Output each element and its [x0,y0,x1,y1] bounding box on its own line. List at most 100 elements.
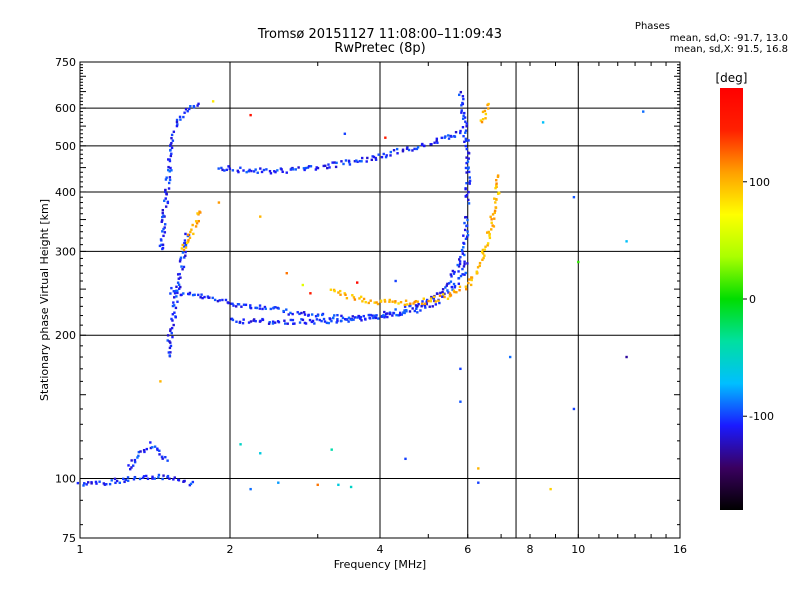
scatter-point [211,100,215,103]
trace-point-O [438,301,441,305]
trace-point-X [367,301,370,305]
trace-point-O [407,148,411,152]
trace-point-O [459,131,462,135]
trace-point-X [397,302,400,305]
trace-point-O [160,243,163,247]
trace-point-O [420,143,424,147]
trace-point-O [466,230,469,233]
trace-point-O [225,168,229,172]
scatter-point [259,215,262,218]
trace-point-O [242,169,245,172]
trace-point-O [159,238,163,241]
trace-point-X [491,213,495,216]
trace-point-O [133,476,137,479]
trace-point-O [151,477,154,480]
trace-point-X [191,223,194,227]
trace-point-O [168,178,172,182]
trace-point-X [383,298,386,302]
scatter-point [541,121,545,124]
trace-point-O [158,453,161,456]
trace-point-O [129,467,132,471]
trace-point-O [453,285,457,288]
trace-point-O [411,307,414,310]
trace-point-O [465,224,468,228]
trace-point-O [168,477,171,480]
trace-point-O [171,139,175,142]
scatter-point [477,481,480,484]
trace-point-X [453,290,456,294]
trace-point-O [302,311,306,314]
trace-point-O [162,227,165,231]
trace-point-O [347,160,351,164]
x-axis-label: Frequency [MHz] [334,558,426,571]
trace-point-X [195,222,199,225]
trace-point-O [254,306,257,310]
trace-point-O [466,218,469,222]
trace-point-X [489,215,492,219]
trace-point-O [280,168,283,171]
trace-point-O [188,483,192,487]
trace-point-X [469,283,473,287]
trace-point-O [463,116,467,119]
trace-point-O [335,321,338,324]
trace-point-O [458,258,461,261]
trace-point-O [443,292,446,296]
trace-point-O [296,311,299,314]
trace-point-O [162,474,165,477]
trace-point-X [369,299,372,302]
trace-point-X [197,219,200,223]
trace-point-O [308,318,312,322]
scatter-point [384,136,387,139]
trace-point-O [145,447,149,451]
trace-point-O [433,299,436,303]
trace-point-O [168,170,171,173]
trace-point-X [483,248,487,251]
trace-point-X [432,295,436,299]
trace-point-O [466,233,470,237]
trace-point-O [358,159,362,163]
trace-point-O [463,221,466,225]
scatter-point [404,457,407,461]
trace-point-O [252,170,256,173]
trace-point-O [103,483,107,486]
trace-point-O [465,125,468,128]
trace-point-X [488,232,491,236]
trace-point-O [307,165,311,168]
trace-point-O [402,311,405,314]
trace-point-X [394,301,397,304]
trace-point-O [183,111,186,114]
trace-point-X [186,233,190,236]
trace-point-O [184,108,188,111]
trace-point-X [375,301,378,304]
trace-point-X [483,254,486,257]
x-tick-label: 8 [527,543,534,556]
trace-point-X [470,276,473,279]
trace-point-O [227,301,230,305]
trace-point-O [178,260,182,263]
trace-point-O [457,265,461,268]
trace-point-O [350,318,353,322]
trace-point-O [358,316,362,320]
trace-point-O [344,159,348,162]
trace-point-X [468,278,471,281]
trace-point-O [250,169,253,173]
trace-point-O [163,226,166,229]
trace-point-X [359,295,363,299]
trace-point-O [151,475,154,478]
trace-point-O [122,477,125,481]
trace-point-O [271,322,275,325]
trace-point-O [183,239,187,242]
trace-point-O [126,476,130,479]
x-tick-label: 16 [673,543,687,556]
colorbar [720,88,743,510]
trace-point-O [370,158,374,162]
trace-point-X [495,198,498,201]
y-tick-label: 300 [55,245,76,258]
trace-point-O [256,171,259,174]
trace-point-O [452,282,456,286]
trace-point-O [289,311,292,315]
trace-point-X [429,300,433,303]
trace-point-O [161,211,164,215]
trace-point-O [347,320,350,323]
